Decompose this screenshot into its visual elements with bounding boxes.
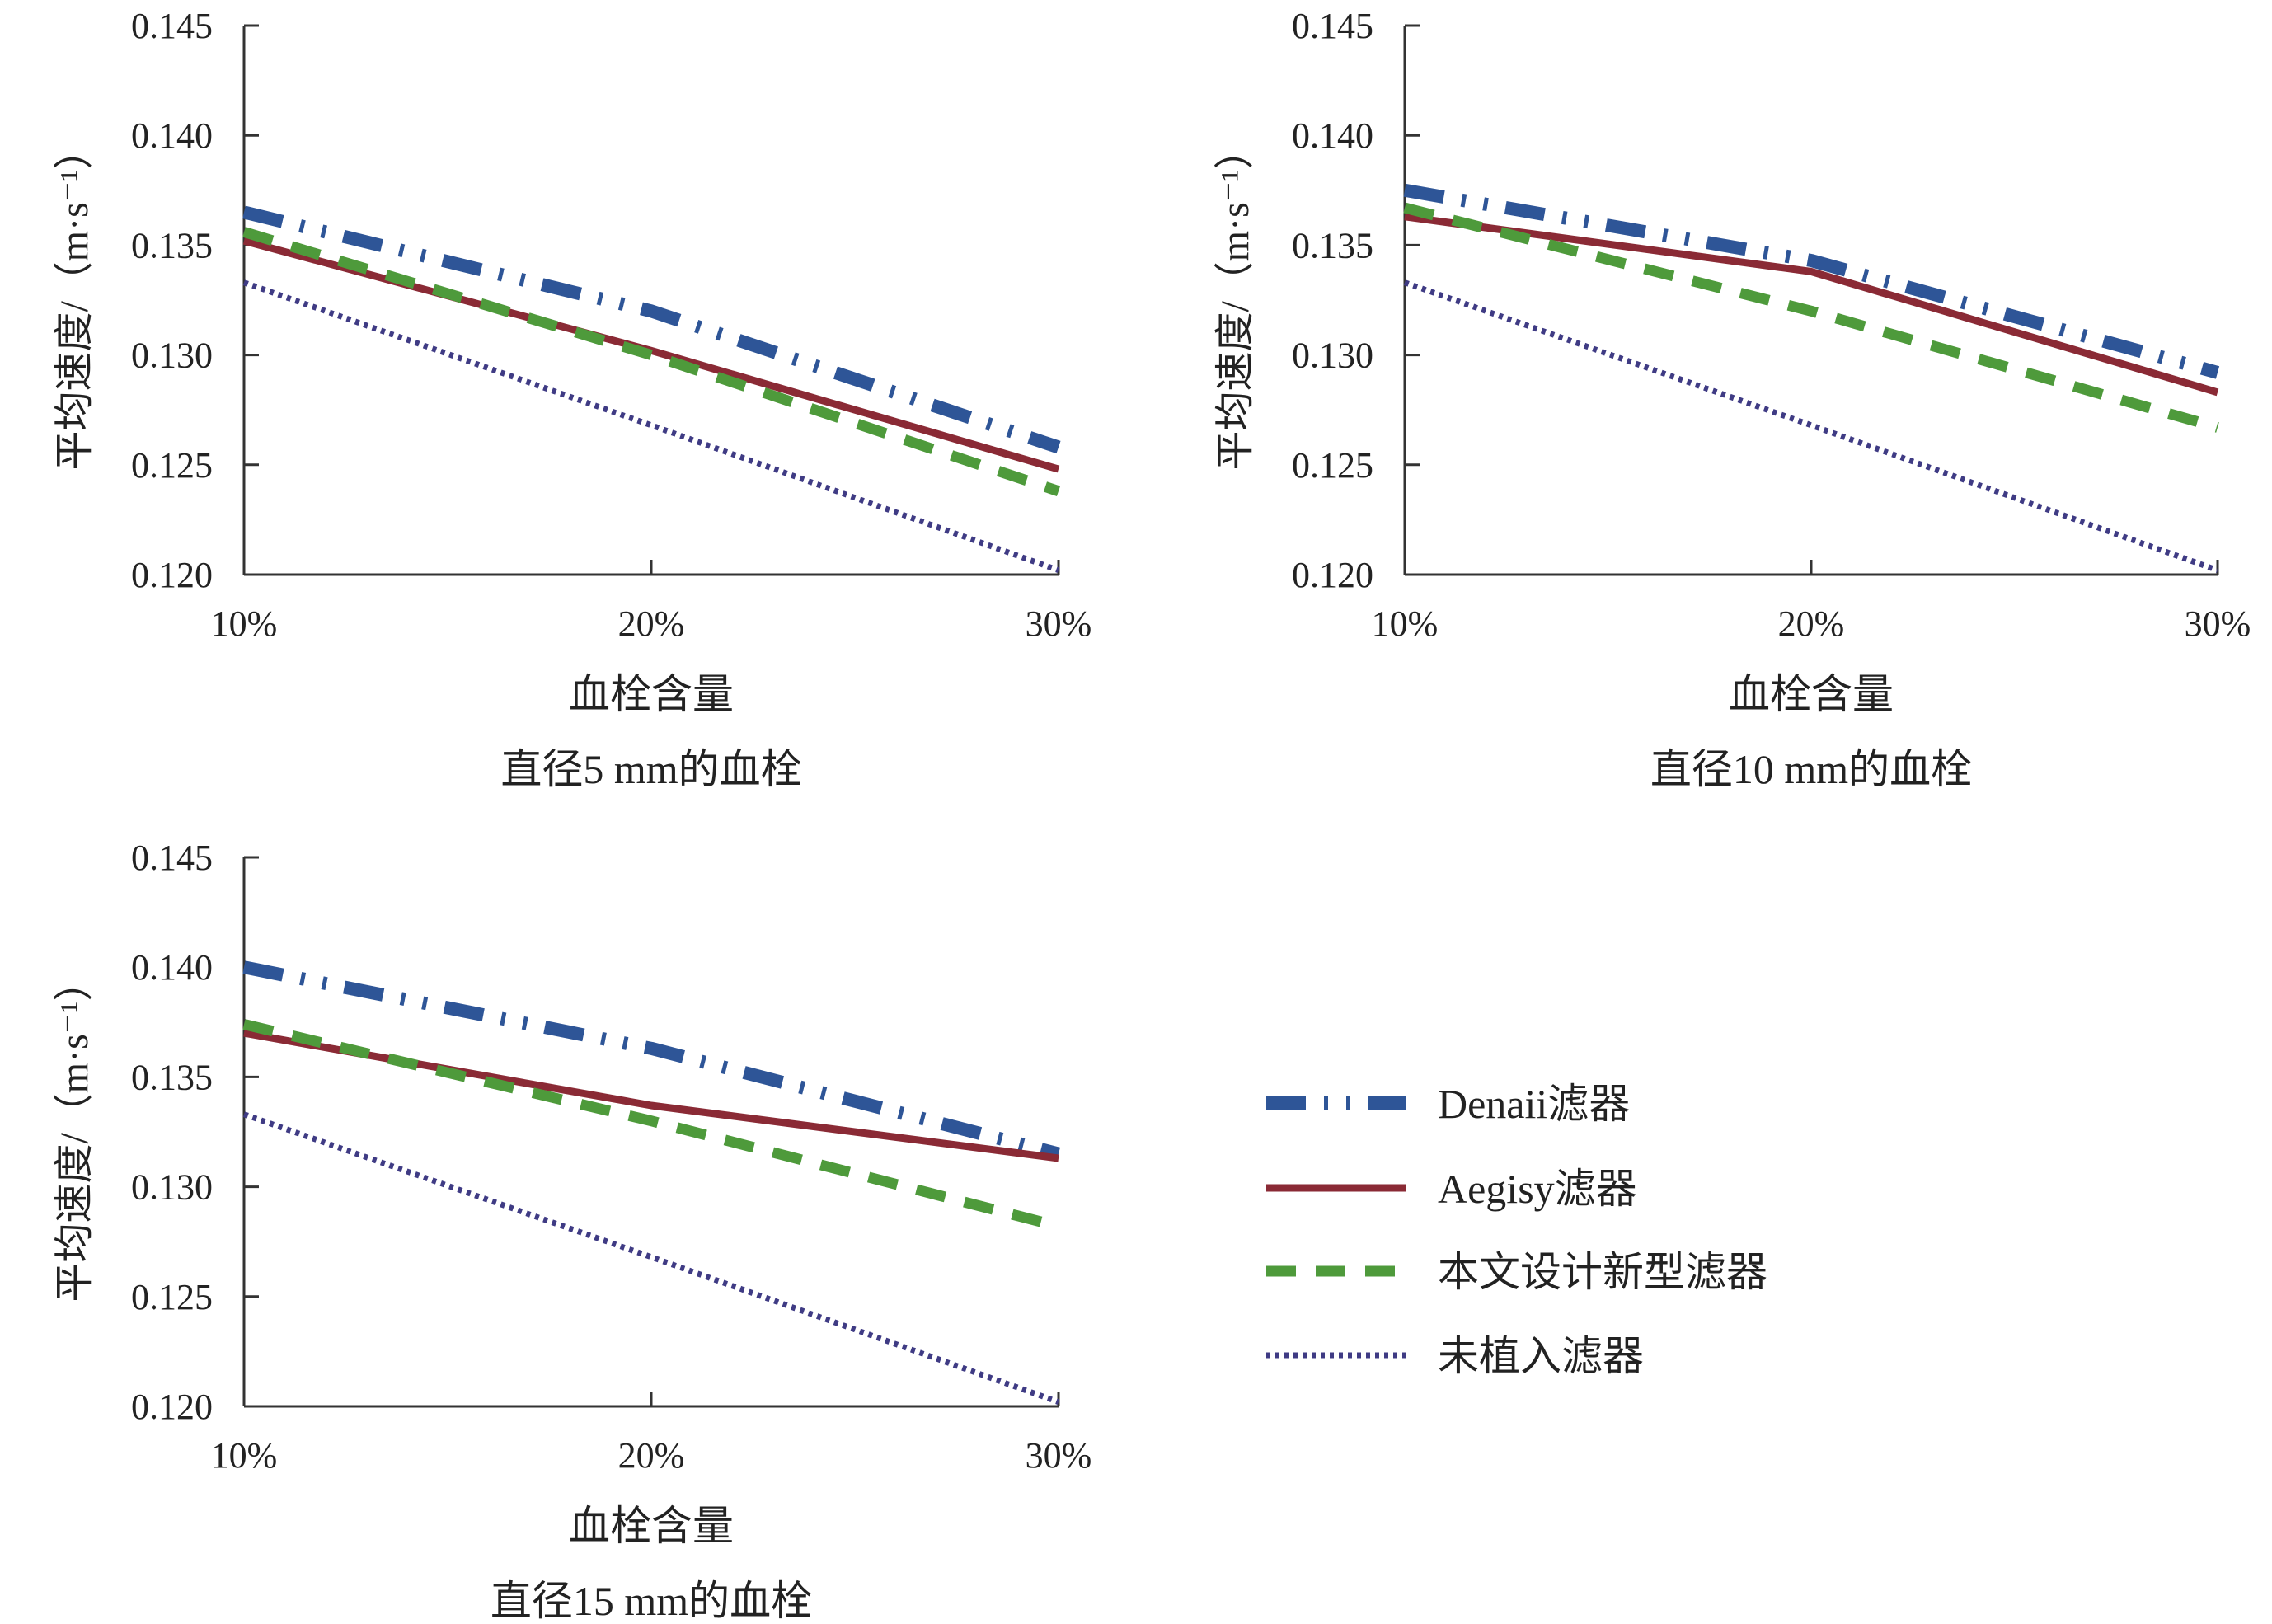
y-tick-label: 0.130 [131,336,213,376]
y-tick-label: 0.125 [131,445,213,486]
y-tick-label: 0.145 [131,6,213,46]
y-tick-label: 0.120 [131,555,213,595]
series-line-denaii [1403,183,2220,379]
x-tick-label: 30% [2185,603,2251,644]
legend-label-none: 未植入滤器 [1438,1333,1644,1379]
series-line-new [242,227,1061,496]
legend-label-denaii: Denaii滤器 [1438,1081,1630,1127]
series-line-new [1403,202,2219,433]
series-line-aegisy [1404,213,2219,397]
x-tick-label: 10% [211,603,278,644]
series-line-none [242,1111,1060,1405]
legend-label-new: 本文设计新型滤器 [1438,1249,1767,1295]
x-axis-label: 血栓含量 [569,1503,734,1549]
y-tick-label: 0.120 [131,1387,213,1427]
series-line-none [242,279,1060,573]
y-tick-label: 0.135 [131,225,213,265]
x-tick-label: 30% [1026,603,1092,644]
y-tick-label: 0.140 [131,947,213,988]
series-line-denaii [242,960,1061,1161]
x-axis-label: 血栓含量 [1729,671,1894,717]
chart-panel-3: 0.120 0.125 0.130 0.135 0.140 0.145 10% 20% 30% 血… [53,838,1092,1624]
y-tick-label: 0.140 [1292,115,1373,156]
y-tick-label: 0.120 [1292,555,1373,595]
y-tick-label: 0.135 [131,1057,213,1097]
chart-panel-1: 0.120 0.125 0.130 0.135 0.140 0.145 10% 20% 30% 血… [53,6,1091,792]
x-tick-label: 20% [1778,603,1845,644]
chart-panel-2: 0.120 0.125 0.130 0.135 0.140 0.145 10% 20% 30% 血… [1213,6,2251,792]
series-line-denaii [242,205,1061,454]
series-line-new [242,1019,1060,1232]
x-tick-label: 30% [1026,1435,1092,1476]
chart-title: 直径15 mm的血栓 [491,1578,812,1620]
y-tick-label: 0.135 [1292,225,1373,265]
x-axis-label: 血栓含量 [569,671,734,717]
series-line-aegisy [243,1029,1059,1162]
y-axis-label: 平均速度/（m·s⁻¹） [53,961,96,1302]
y-tick-label: 0.140 [131,115,213,156]
legend-label-aegisy: Aegisy滤器 [1438,1166,1637,1212]
y-tick-label: 0.145 [131,838,213,878]
y-tick-label: 0.130 [1292,336,1373,376]
y-tick-label: 0.145 [1292,6,1373,46]
chart-title: 直径5 mm的血栓 [500,746,801,792]
x-tick-label: 20% [618,603,685,644]
y-tick-label: 0.125 [131,1277,213,1317]
y-tick-label: 0.130 [131,1167,213,1208]
x-tick-label: 10% [211,1435,278,1476]
y-tick-label: 0.125 [1292,445,1373,486]
series-line-aegisy [242,237,1060,473]
chart-title: 直径10 mm的血栓 [1650,746,1972,792]
y-axis-label: 平均速度/（m·s⁻¹） [1213,129,1257,470]
x-tick-label: 10% [1372,603,1439,644]
y-axis-label: 平均速度/（m·s⁻¹） [53,129,96,470]
x-tick-label: 20% [618,1435,685,1476]
series-line-none [1403,279,2219,573]
